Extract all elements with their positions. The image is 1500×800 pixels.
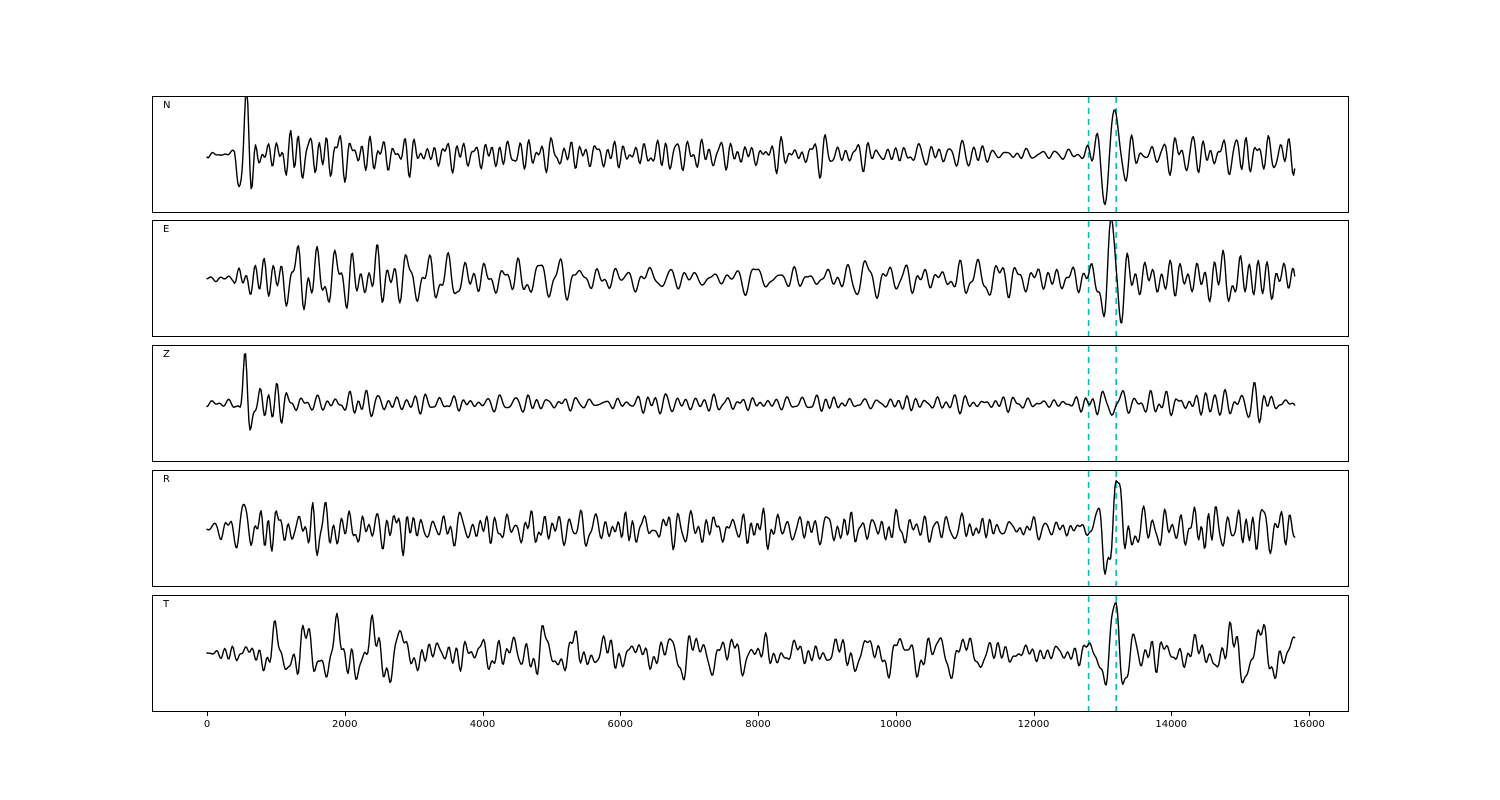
trace-canvas-t xyxy=(206,596,1296,711)
x-tick-label: 2000 xyxy=(332,719,358,730)
waveform-panel-r: R xyxy=(152,470,1349,587)
x-tick-label: 6000 xyxy=(607,719,633,730)
x-tick-mark xyxy=(1033,712,1035,716)
x-tick-label: 12000 xyxy=(1017,719,1050,730)
trace-canvas-n xyxy=(206,97,1296,212)
x-tick-mark xyxy=(895,712,897,716)
trace-path-t xyxy=(206,602,1296,686)
trace-path-z xyxy=(206,353,1296,431)
waveform-panel-n: N xyxy=(152,96,1349,213)
panel-label-n: N xyxy=(163,100,171,111)
x-tick-label: 4000 xyxy=(469,719,496,730)
x-tick-mark xyxy=(482,712,484,716)
waveform-panel-e: E xyxy=(152,220,1349,337)
panel-label-r: R xyxy=(163,474,170,485)
waveform-panel-t: T xyxy=(152,595,1349,712)
x-axis: 0 2000 4000 6000 8000 10000 12000 14000 16000 xyxy=(152,712,1349,744)
x-tick-label: 10000 xyxy=(879,719,912,730)
x-tick-mark xyxy=(758,712,759,716)
trace-path-n xyxy=(206,97,1296,206)
trace-canvas-e xyxy=(206,221,1296,336)
trace-canvas-r xyxy=(206,471,1296,586)
x-tick-label: 0 xyxy=(203,719,211,730)
x-tick-mark xyxy=(1171,712,1173,716)
x-tick-mark xyxy=(620,712,622,716)
x-tick-mark xyxy=(344,712,346,716)
x-tick-label: 8000 xyxy=(745,719,771,730)
trace-canvas-z xyxy=(206,346,1296,461)
panel-label-z: Z xyxy=(163,349,170,360)
waveform-panel-z: Z xyxy=(152,345,1349,462)
x-tick-label: 16000 xyxy=(1293,719,1325,730)
x-tick-label: 14000 xyxy=(1155,719,1188,730)
panel-label-t: T xyxy=(163,599,170,610)
x-tick-mark xyxy=(1309,712,1310,716)
panel-label-e: E xyxy=(163,224,170,235)
x-tick-mark xyxy=(207,712,208,716)
trace-path-r xyxy=(206,480,1296,575)
trace-path-e xyxy=(206,221,1296,324)
